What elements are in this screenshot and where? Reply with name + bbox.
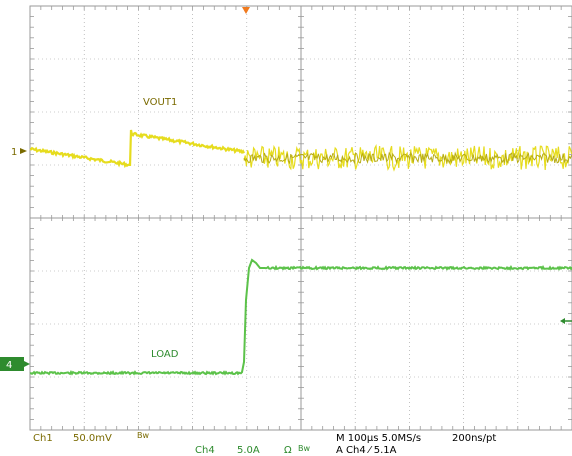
ch1-trace-noise-core [243,151,572,165]
ch1-vout1-waveform [29,129,572,172]
ch1-trace-segment [29,129,245,169]
ch4-ref-label: 4 [6,360,12,371]
timebase-readout: M 100µs 5.0MS/s [336,433,422,444]
sample-resolution: 200ns/pt [452,433,497,444]
ch4-coupling: Ω [284,445,292,456]
ch4-trace-line [29,258,572,376]
ch1-ground-marker[interactable]: 1 [11,147,27,158]
ch4-name: Ch4 [195,445,215,456]
ch1-ref-label: 1 [11,147,17,158]
ch1-scale: 50.0mV [73,433,112,444]
trigger-position-marker[interactable] [242,7,250,14]
trigger-readout: A Ch4 ⁄ 5.1A [336,445,397,456]
ch4-scale: 5.0A [237,445,260,456]
ch1-name: Ch1 [33,433,53,444]
graticule-grid [29,5,572,431]
ch4-load-waveform [29,258,572,376]
trigger-level-marker[interactable] [560,318,572,324]
ch1-trace-noise [243,144,572,172]
vout1-trace-label: VOUT1 [143,97,178,108]
ch4-bandwidth-limit: Bw [298,444,311,453]
ch1-bandwidth-limit: Bw [137,431,150,440]
load-trace-label: LOAD [151,349,179,360]
ch4-ground-marker[interactable]: 4 [0,357,30,371]
